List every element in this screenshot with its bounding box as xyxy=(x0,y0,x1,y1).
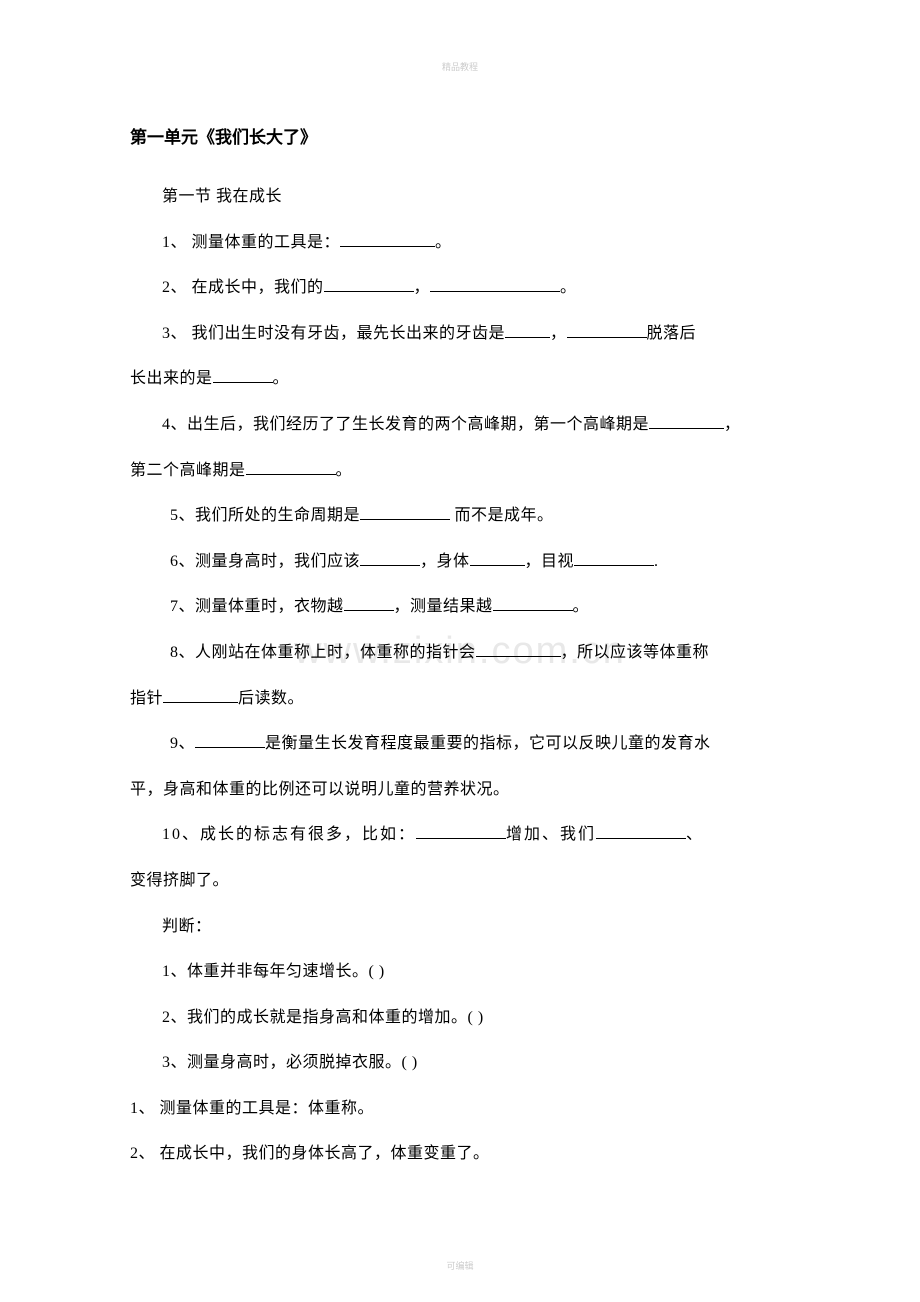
q3-text-c: 脱落后 xyxy=(647,325,697,342)
unit-title: 第一单元《我们长大了》 xyxy=(130,123,790,148)
section-subtitle: 第一节 我在成长 xyxy=(130,176,790,218)
blank-fill[interactable] xyxy=(493,592,573,611)
blank-fill[interactable] xyxy=(476,638,561,657)
q8-text-c: 指针 xyxy=(130,690,163,707)
question-9-line1: 9、 是衡量生长发育程度最重要的指标，它可以反映儿童的发育水 xyxy=(130,723,790,765)
answer-1: 1、 测量体重的工具是：体重称。 xyxy=(130,1088,790,1130)
q9-text-c: 平，身高和体重的比例还可以说明儿童的营养状况。 xyxy=(130,781,510,798)
q1-text-b: 。 xyxy=(435,234,452,251)
q4-text-c: 第二个高峰期是 xyxy=(130,462,246,479)
document-content: 第一单元《我们长大了》 第一节 我在成长 1、 测量体重的工具是： 。 2、 在成… xyxy=(130,123,790,1175)
blank-fill[interactable] xyxy=(246,455,336,474)
blank-fill[interactable] xyxy=(340,227,435,246)
q7-text-b: ，测量结果越 xyxy=(394,598,493,615)
blank-fill[interactable] xyxy=(163,683,238,702)
q3-text-b: ， xyxy=(550,325,567,342)
q10-text-d: 变得挤脚了。 xyxy=(130,872,229,889)
question-2: 2、 在成长中，我们的 ， 。 xyxy=(130,267,790,309)
question-10-line1: 10、成长的标志有很多，比如： 增加、我们 、 xyxy=(130,814,790,856)
blank-fill[interactable] xyxy=(574,547,654,566)
q7-text-c: 。 xyxy=(573,598,590,615)
q4-text-b: ， xyxy=(724,416,741,433)
judge-section-title: 判断： xyxy=(130,906,790,948)
blank-fill[interactable] xyxy=(360,547,420,566)
question-1: 1、 测量体重的工具是： 。 xyxy=(130,222,790,264)
question-10-line2: 变得挤脚了。 xyxy=(130,860,790,902)
q10-text-a: 10、成长的标志有很多，比如： xyxy=(162,826,416,843)
q8-text-b: ，所以应该等体重称 xyxy=(561,644,710,661)
q3-text-e: 。 xyxy=(273,370,290,387)
footer-small-text: 可编辑 xyxy=(446,1259,473,1272)
question-7: 7、测量体重时，衣物越 ，测量结果越 。 xyxy=(130,586,790,628)
q7-text-a: 7、测量体重时，衣物越 xyxy=(170,598,344,615)
q6-text-a: 6、测量身高时，我们应该 xyxy=(170,553,360,570)
q5-text-a: 5、我们所处的生命周期是 xyxy=(170,507,360,524)
q6-text-c: ，目视 xyxy=(525,553,575,570)
q3-text-d: 长出来的是 xyxy=(130,370,213,387)
question-8-line1: 8、人刚站在体重称上时，体重称的指针会 ，所以应该等体重称 xyxy=(130,632,790,674)
q10-text-c: 、 xyxy=(686,826,704,843)
blank-fill[interactable] xyxy=(505,319,550,338)
q9-text-b: 是衡量生长发育程度最重要的指标，它可以反映儿童的发育水 xyxy=(265,735,711,752)
blank-fill[interactable] xyxy=(596,820,686,839)
q1-text-a: 1、 测量体重的工具是： xyxy=(162,234,340,251)
q2-text-c: 。 xyxy=(560,279,577,296)
judge-1: 1、体重并非每年匀速增长。( ) xyxy=(130,951,790,993)
q8-text-a: 8、人刚站在体重称上时，体重称的指针会 xyxy=(170,644,476,661)
blank-fill[interactable] xyxy=(567,319,647,338)
blank-fill[interactable] xyxy=(344,592,394,611)
q5-text-b: 而不是成年。 xyxy=(450,507,554,524)
q8-text-d: 后读数。 xyxy=(238,690,304,707)
blank-fill[interactable] xyxy=(430,273,560,292)
judge-2: 2、我们的成长就是指身高和体重的增加。( ) xyxy=(130,997,790,1039)
q4-text-d: 。 xyxy=(336,462,353,479)
judge-3: 3、测量身高时，必须脱掉衣服。( ) xyxy=(130,1042,790,1084)
blank-fill[interactable] xyxy=(324,273,414,292)
blank-fill[interactable] xyxy=(649,410,724,429)
answer-2: 2、 在成长中，我们的身体长高了，体重变重了。 xyxy=(130,1133,790,1175)
question-6: 6、测量身高时，我们应该 ，身体 ，目视. xyxy=(130,541,790,583)
q2-text-a: 2、 在成长中，我们的 xyxy=(162,279,324,296)
q3-text-a: 3、 我们出生时没有牙齿，最先长出来的牙齿是 xyxy=(162,325,505,342)
q6-text-d: . xyxy=(654,553,659,570)
q10-text-b: 增加、我们 xyxy=(506,826,596,843)
question-4-line2: 第二个高峰期是 。 xyxy=(130,450,790,492)
blank-fill[interactable] xyxy=(416,820,506,839)
blank-fill[interactable] xyxy=(213,364,273,383)
blank-fill[interactable] xyxy=(360,501,450,520)
question-3-line2: 长出来的是 。 xyxy=(130,358,790,400)
header-small-text: 精品教程 xyxy=(130,60,790,73)
question-4-line1: 4、出生后，我们经历了了生长发育的两个高峰期，第一个高峰期是 ， xyxy=(130,404,790,446)
q2-text-b: ， xyxy=(414,279,431,296)
question-3-line1: 3、 我们出生时没有牙齿，最先长出来的牙齿是 ， 脱落后 xyxy=(130,313,790,355)
q9-text-a: 9、 xyxy=(170,735,195,752)
q6-text-b: ，身体 xyxy=(420,553,470,570)
blank-fill[interactable] xyxy=(195,729,265,748)
question-9-line2: 平，身高和体重的比例还可以说明儿童的营养状况。 xyxy=(130,769,790,811)
question-8-line2: 指针 后读数。 xyxy=(130,678,790,720)
question-5: 5、我们所处的生命周期是 而不是成年。 xyxy=(130,495,790,537)
blank-fill[interactable] xyxy=(470,547,525,566)
q4-text-a: 4、出生后，我们经历了了生长发育的两个高峰期，第一个高峰期是 xyxy=(162,416,649,433)
